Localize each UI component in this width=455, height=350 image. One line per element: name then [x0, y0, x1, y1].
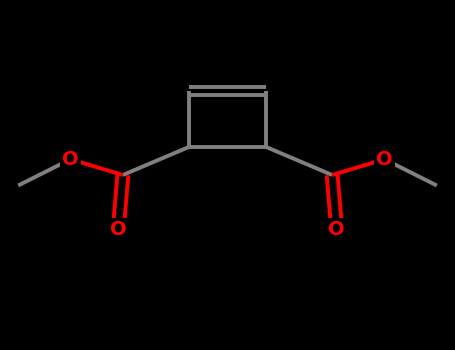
Text: O: O: [376, 150, 393, 169]
Text: O: O: [110, 220, 126, 239]
Text: O: O: [62, 150, 79, 169]
Text: O: O: [329, 220, 345, 239]
